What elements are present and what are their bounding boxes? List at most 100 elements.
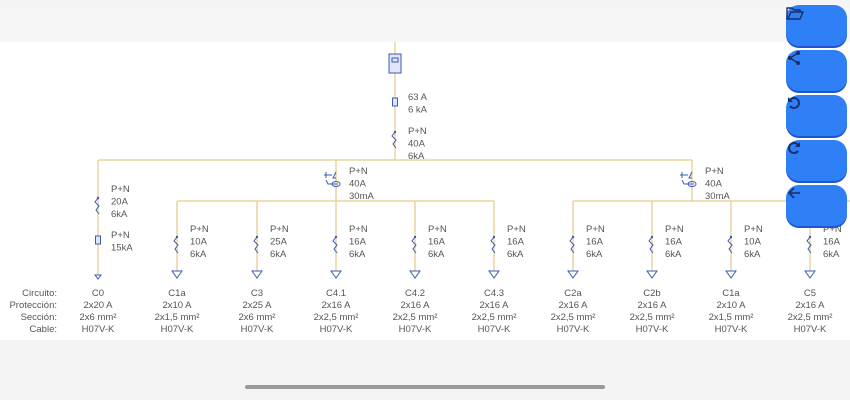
breaker-icon (727, 236, 733, 254)
folder-open-icon (786, 7, 804, 20)
load-terminal-icon (171, 270, 183, 279)
row-label: Sección: (21, 312, 57, 323)
circuit-breaker-label: P+N (270, 224, 289, 235)
rcd-icon (680, 171, 694, 185)
c0-breaker-label: 20A (111, 197, 129, 208)
circuit-protection: 2x16 A (558, 300, 588, 311)
open-folder-button[interactable] (786, 5, 847, 46)
meter-icon (388, 53, 402, 74)
c0-surge-label: 15kA (111, 243, 133, 254)
row-label: Cable: (30, 324, 57, 335)
circuit-breaker-label: 6kA (744, 249, 761, 260)
circuit-section: 2x2,5 mm² (551, 312, 596, 323)
circuit-cable: H07V-K (715, 324, 748, 335)
circuit-cable: H07V-K (82, 324, 115, 335)
rcd-label: P+N (349, 166, 368, 177)
circuit-cable: H07V-K (794, 324, 827, 335)
circuit-section: 2x2,5 mm² (788, 312, 833, 323)
c0-breaker-label: 6kA (111, 209, 128, 220)
undo-button[interactable] (786, 95, 847, 136)
circuit-breaker-label: P+N (428, 224, 447, 235)
c0-breaker-label: P+N (111, 184, 130, 195)
arrow-left-icon (787, 187, 800, 199)
row-label: Protección: (9, 300, 57, 311)
breaker-contact-icon (334, 235, 338, 239)
breaker-icon (94, 197, 100, 215)
circuit-protection: 2x16 A (321, 300, 351, 311)
breaker-icon (569, 236, 575, 254)
diagram-svg: 63 A6 kAP+N40A6kAP+N40A30mAP+N40A30mAP+N… (9, 42, 850, 335)
home-indicator[interactable] (245, 385, 605, 389)
circuit-cable: H07V-K (636, 324, 669, 335)
circuit-section: 2x6 mm² (239, 312, 276, 323)
circuit-protection: 2x16 A (637, 300, 667, 311)
circuit-breaker-label: 16A (507, 237, 525, 248)
circuit-section: 2x6 mm² (80, 312, 117, 323)
circuit-id: C0 (92, 288, 104, 299)
circuit-id: C2a (564, 288, 582, 299)
redo-icon (788, 142, 800, 154)
rcd-label: 30mA (705, 191, 730, 202)
circuit-protection: 2x10 A (716, 300, 746, 311)
circuit-protection: 2x16 A (479, 300, 509, 311)
circuit-breaker-label: 10A (744, 237, 762, 248)
load-terminal-icon (330, 270, 342, 279)
breaker-icon (806, 236, 812, 254)
circuit-id: C1a (168, 288, 186, 299)
load-terminal-icon (567, 270, 579, 279)
breaker-contact-icon (729, 235, 733, 239)
meter-display-icon (391, 57, 399, 63)
circuit-breaker-label: 6kA (586, 249, 603, 260)
circuit-breaker-label: 16A (349, 237, 367, 248)
circuit-breaker-label: 16A (428, 237, 446, 248)
circuit-id: C3 (251, 288, 263, 299)
circuit-breaker-label: P+N (586, 224, 605, 235)
back-button[interactable] (786, 185, 847, 226)
circuit-breaker-label: 6kA (428, 249, 445, 260)
load-terminal-icon (646, 270, 658, 279)
main-breaker-label: 40A (408, 139, 426, 150)
breaker-icon (411, 236, 417, 254)
breaker-contact-icon (571, 235, 575, 239)
circuit-breaker-label: 6kA (349, 249, 366, 260)
circuit-breaker-label: 6kA (190, 249, 207, 260)
breaker-icon (391, 131, 397, 149)
breaker-icon (173, 236, 179, 254)
breaker-contact-icon (255, 235, 259, 239)
circuit-id: C1a (722, 288, 740, 299)
rcd-toroid-icon (331, 181, 341, 187)
load-terminal-icon (94, 274, 102, 280)
circuit-cable: H07V-K (399, 324, 432, 335)
breaker-contact-icon (96, 196, 100, 200)
circuit-breaker-label: 6kA (507, 249, 524, 260)
breaker-contact-icon (650, 235, 654, 239)
circuit-id: C4.3 (484, 288, 504, 299)
main-fuse-label: 63 A (408, 92, 428, 103)
share-button[interactable] (786, 50, 847, 91)
circuit-protection: 2x20 A (83, 300, 113, 311)
circuit-breaker-label: P+N (823, 224, 842, 235)
circuit-section: 2x2,5 mm² (393, 312, 438, 323)
circuit-breaker-label: 6kA (270, 249, 287, 260)
rcd-label: 40A (349, 179, 367, 190)
circuit-protection: 2x16 A (400, 300, 430, 311)
rcd-label: 30mA (349, 191, 374, 202)
rcd-label: P+N (705, 166, 724, 177)
main-breaker-label: 6kA (408, 151, 425, 162)
surge-protector-icon (95, 235, 101, 245)
row-label: Circuito: (22, 288, 57, 299)
breaker-icon (648, 236, 654, 254)
share-icon (788, 51, 800, 65)
circuit-protection: 2x10 A (162, 300, 192, 311)
circuit-section: 2x1,5 mm² (709, 312, 754, 323)
load-terminal-icon (804, 270, 816, 279)
circuit-cable: H07V-K (478, 324, 511, 335)
circuit-breaker-label: 16A (665, 237, 683, 248)
circuit-breaker-label: 16A (823, 237, 841, 248)
circuit-breaker-label: 25A (270, 237, 288, 248)
circuit-cable: H07V-K (241, 324, 274, 335)
breaker-contact-icon (413, 235, 417, 239)
circuit-id: C4.2 (405, 288, 425, 299)
redo-button[interactable] (786, 140, 847, 181)
